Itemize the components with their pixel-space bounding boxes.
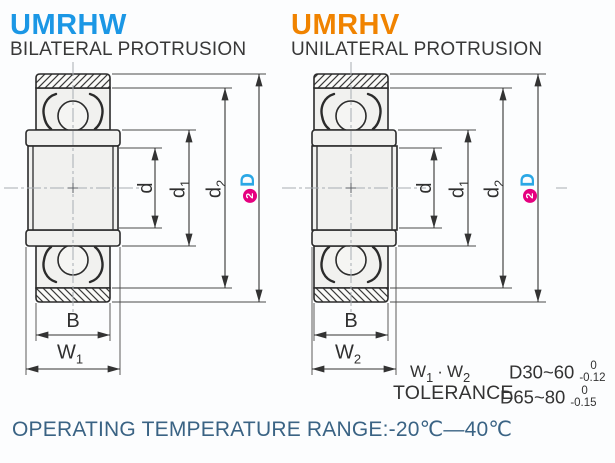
circle-2-badge-icon: 2 (243, 188, 258, 203)
dim-label-d1: d1 (167, 179, 193, 199)
circle-2-badge-icon: 2 (523, 188, 538, 203)
model-subtitle-bilateral: BILATERAL PROTRUSION (10, 39, 247, 60)
model-name-umrhw: UMRHW (10, 9, 127, 41)
header-unilateral: UMRHV UNILATERAL PROTRUSION (291, 9, 543, 60)
dim-label-d: d (135, 182, 157, 194)
dim-label-2D: 2D (518, 173, 539, 203)
dim-label-B: B (66, 310, 80, 332)
dim-label-W2: W2 (334, 341, 362, 367)
tolerance-subject: W1 · W2 (410, 362, 471, 385)
sleeve-flange-bottom (311, 229, 397, 247)
dim-label-d1: d1 (446, 179, 472, 199)
drawing-unilateral (282, 62, 567, 375)
model-subtitle-unilateral: UNILATERAL PROTRUSION (291, 39, 543, 60)
tolerance-row: D30~60 0 -0.12 (509, 360, 606, 385)
dim-label-B: B (344, 310, 358, 332)
tolerance-values: D30~60 0 -0.12 D65~80 0 -0.15 (500, 360, 606, 410)
drawing-bilateral (4, 62, 266, 375)
tolerance-title: TOLERANCE (393, 382, 514, 404)
model-name-umrhv: UMRHV (291, 9, 400, 41)
dim-label-2D: 2D (238, 173, 259, 203)
dim-label-d2: d2 (481, 179, 507, 199)
dim-label-d2: d2 (203, 179, 229, 199)
dim-label-d: d (414, 182, 436, 194)
tolerance-row: D65~80 0 -0.15 (500, 384, 597, 410)
sleeve-flange-top (311, 129, 397, 147)
dim-label-W1: W1 (56, 341, 84, 367)
header-bilateral: UMRHW BILATERAL PROTRUSION (10, 9, 247, 60)
operating-temperature-note: OPERATING TEMPERATURE RANGE:-20℃—40℃ (12, 418, 513, 441)
